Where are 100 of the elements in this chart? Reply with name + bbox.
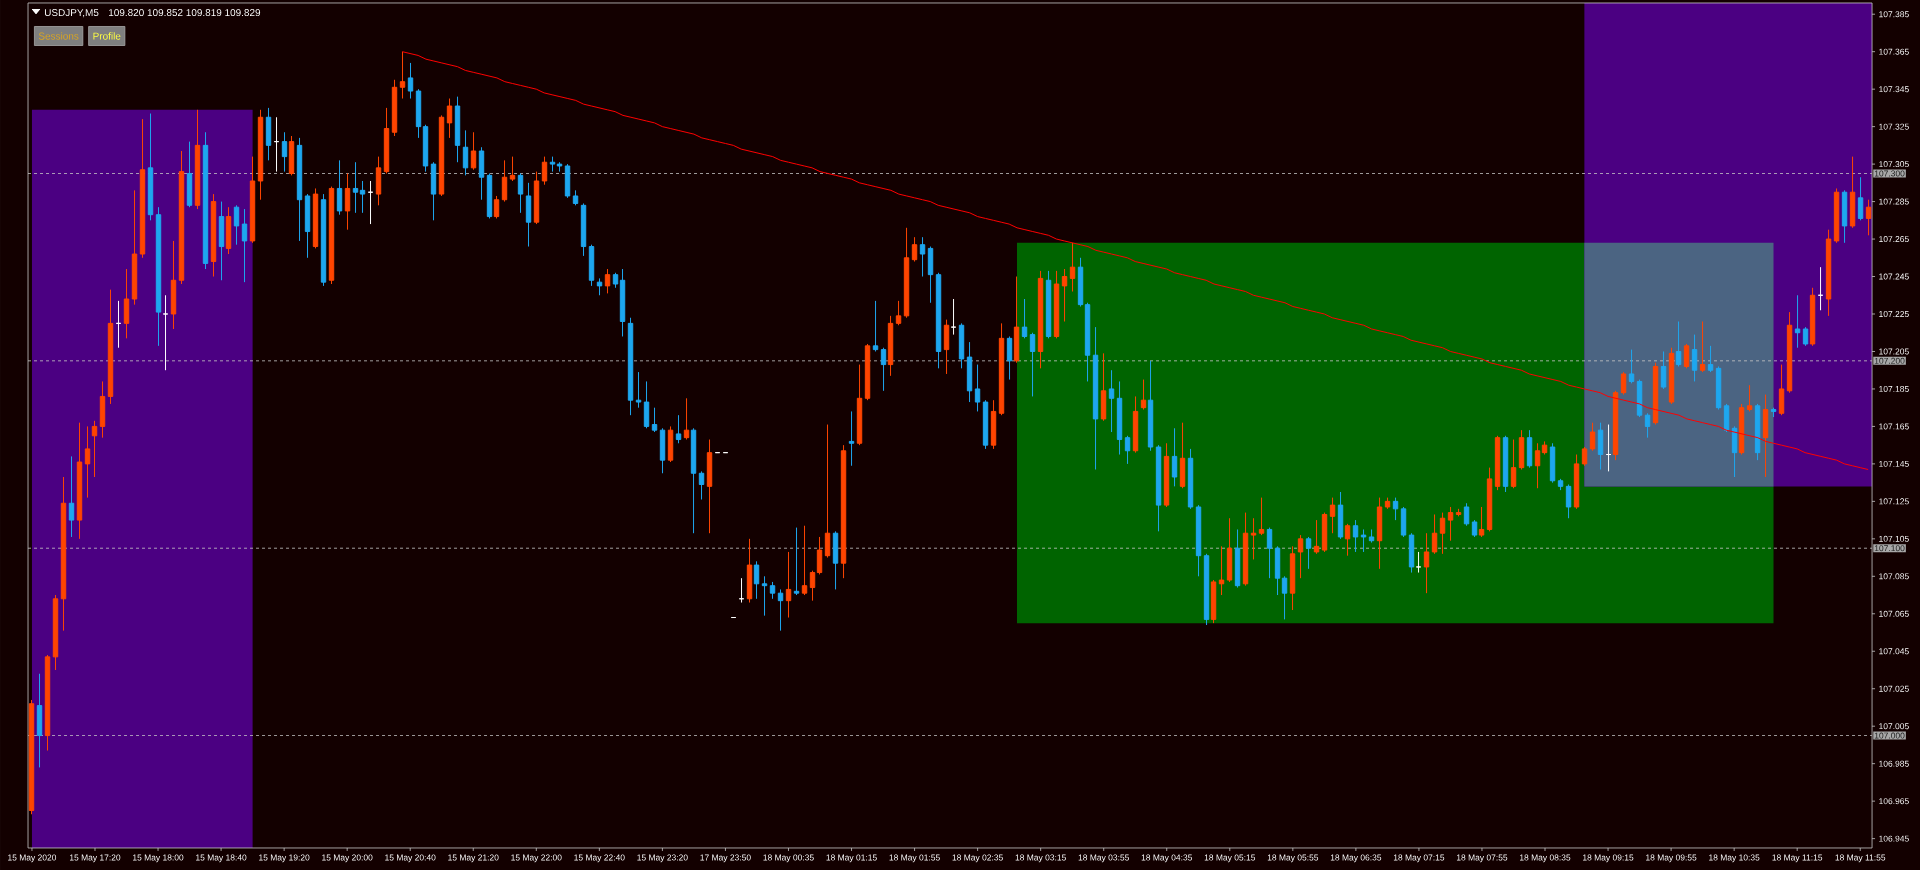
x-tick-label: 18 May 09:15	[1583, 854, 1634, 863]
candlestick	[1376, 497, 1383, 570]
candlestick	[1589, 422, 1596, 452]
candlestick	[1471, 519, 1478, 538]
candlestick	[296, 137, 303, 242]
candlestick	[233, 204, 240, 246]
candlestick	[1849, 156, 1856, 229]
candlestick	[541, 156, 548, 186]
candlestick	[147, 113, 154, 221]
candlestick	[1384, 497, 1391, 510]
candlestick	[115, 300, 122, 349]
candlestick	[1344, 523, 1351, 557]
x-tick-label: 18 May 05:15	[1204, 854, 1256, 863]
candlestick	[1179, 422, 1186, 489]
candlestick	[1597, 422, 1604, 471]
candlestick	[872, 300, 879, 352]
candlestick	[604, 268, 611, 294]
candlestick	[1455, 508, 1462, 517]
candlestick	[816, 536, 823, 575]
x-tick-label: 15 May 23:20	[637, 854, 688, 863]
candlestick	[84, 425, 91, 499]
candlestick	[107, 289, 114, 405]
y-tick-label: 107.285	[1879, 198, 1909, 205]
candlestick	[1116, 380, 1123, 456]
candlestick	[60, 476, 67, 632]
candlestick	[194, 109, 201, 210]
candlestick	[1746, 384, 1753, 412]
candlestick	[1329, 497, 1336, 534]
candlestick	[1360, 528, 1367, 553]
x-tick-label: 17 May 23:50	[700, 854, 751, 863]
x-tick-label: 15 May 21:20	[448, 854, 499, 863]
y-tick-label: 107.205	[1879, 348, 1909, 355]
y-tick-label: 106.985	[1879, 760, 1909, 767]
candlestick	[336, 159, 343, 216]
candlestick	[304, 193, 311, 259]
candlestick	[131, 189, 138, 306]
candlestick	[619, 268, 626, 337]
candlestick	[651, 407, 658, 433]
x-tick-label: 18 May 01:15	[826, 854, 877, 863]
candlestick	[1250, 517, 1257, 560]
candlestick	[359, 180, 366, 214]
candlestick	[265, 107, 272, 161]
candlestick	[1510, 439, 1517, 489]
candlestick	[1644, 412, 1651, 439]
y-tick-label: 107.165	[1879, 423, 1909, 430]
candlestick	[809, 570, 816, 602]
x-tick-label: 18 May 05:55	[1267, 854, 1319, 863]
candlestick	[462, 129, 469, 176]
ref-line-label: 107.100	[1874, 545, 1905, 552]
candlestick	[746, 538, 753, 604]
candlestick	[927, 246, 934, 304]
candlestick	[1368, 528, 1375, 544]
candlestick	[407, 62, 414, 100]
candlestick	[1313, 519, 1320, 555]
candlestick	[273, 116, 280, 173]
candlestick	[281, 131, 288, 173]
candlestick	[801, 525, 808, 596]
candlestick	[1865, 199, 1872, 236]
candlestick	[1069, 242, 1076, 293]
candlestick	[1084, 302, 1091, 382]
candlestick	[509, 156, 516, 182]
x-tick-label: 15 May 18:40	[196, 854, 247, 863]
candlestick	[943, 319, 950, 375]
candlestick	[549, 156, 556, 173]
candlestick	[352, 161, 359, 214]
y-tick-label: 107.185	[1879, 385, 1909, 392]
candlestick	[675, 414, 682, 444]
candlestick	[824, 424, 831, 559]
y-tick-label: 107.305	[1879, 161, 1909, 168]
y-tick-label: 106.945	[1879, 835, 1909, 842]
candlestick	[1305, 536, 1312, 570]
candlestick	[241, 208, 248, 283]
candlestick	[1029, 332, 1036, 397]
candlestick	[1408, 532, 1415, 574]
candlestick	[596, 277, 603, 296]
candlestick	[139, 118, 146, 259]
candlestick	[880, 347, 887, 392]
y-tick-label: 107.025	[1879, 685, 1909, 692]
candlestick	[1171, 427, 1178, 487]
candlestick	[1478, 506, 1485, 538]
candlestick	[123, 268, 130, 339]
candlestick	[990, 399, 997, 450]
candlestick	[162, 294, 169, 371]
candlestick	[1605, 424, 1612, 472]
y-tick-label: 107.325	[1879, 123, 1909, 130]
candlestick	[1140, 379, 1147, 411]
candlestick	[643, 380, 650, 429]
candlestick	[950, 298, 957, 336]
candlestick	[1061, 268, 1068, 322]
x-tick-label: 15 May 22:40	[574, 854, 625, 863]
x-tick-label: 15 May 17:20	[69, 854, 121, 863]
x-tick-label: 18 May 11:15	[1772, 854, 1823, 863]
candlestick	[738, 577, 745, 604]
candlestick	[399, 51, 406, 100]
candlestick	[1006, 335, 1013, 381]
candlestick	[856, 364, 863, 446]
x-tick-label: 15 May 20:40	[385, 854, 436, 863]
x-tick-label: 15 May 19:20	[259, 854, 310, 863]
candlestick	[1108, 369, 1115, 433]
y-tick-label: 107.105	[1879, 535, 1909, 542]
